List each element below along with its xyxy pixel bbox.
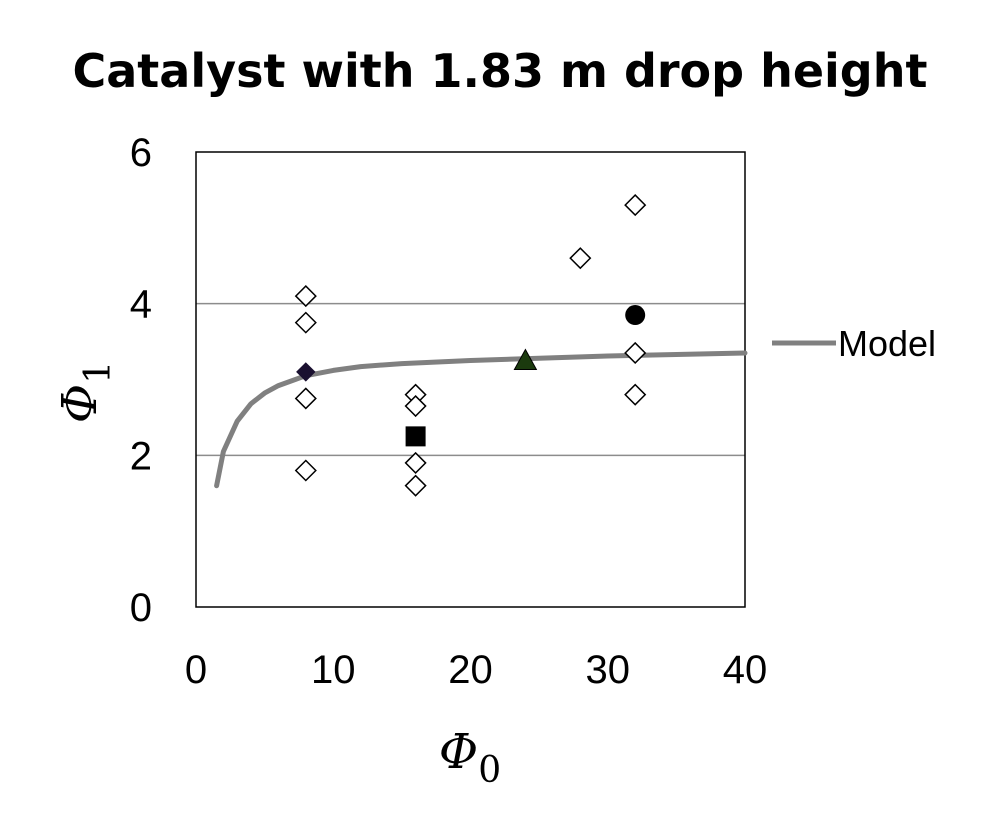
data-point-filled-triangle [513, 348, 538, 371]
data-point-filled-diamond [296, 362, 316, 382]
y-axis-label: Φ1 [52, 361, 119, 423]
chart-title: Catalyst with 1.83 m drop height [72, 44, 928, 98]
data-point-filled-circle [625, 305, 646, 326]
model-line [214, 350, 748, 489]
x-tick-label: 40 [723, 648, 768, 692]
data-point-open-diamond [624, 194, 647, 217]
y-tick-label: 6 [130, 131, 152, 175]
x-tick-label: 0 [185, 648, 207, 692]
x-axis-subscript: 0 [478, 750, 501, 791]
y-tick-label: 4 [130, 283, 152, 327]
x-tick-labels: 0 10 20 30 40 [185, 648, 767, 692]
data-point-open-diamond [294, 285, 317, 308]
y-tick-label: 0 [130, 586, 152, 630]
data-point-open-diamond [404, 394, 427, 418]
data-point-open-diamond [294, 311, 317, 334]
data-point-open-diamond [294, 387, 317, 410]
data-point-open-diamond [294, 459, 317, 482]
y-tick-labels: 0 2 4 6 [130, 131, 152, 630]
y-tick-label: 2 [130, 434, 152, 478]
y-axis-symbol: Φ [52, 384, 108, 423]
data-point-open-diamond [624, 383, 647, 406]
data-point-open-diamond [569, 247, 592, 270]
legend: Model [772, 323, 936, 364]
x-tick-label: 10 [311, 648, 356, 692]
x-tick-label: 30 [586, 648, 631, 692]
data-point-open-diamond [404, 451, 427, 474]
x-tick-label: 20 [448, 648, 493, 692]
gridlines [196, 302, 745, 457]
data-point-open-diamond [404, 474, 427, 497]
series-layer [214, 194, 748, 497]
legend-label-model: Model [838, 323, 936, 364]
data-point-open-diamond [624, 341, 647, 365]
x-axis-label: Φ0 [439, 724, 501, 791]
x-axis-symbol: Φ [439, 724, 478, 780]
data-point-filled-square [405, 426, 426, 447]
plot-area [195, 151, 746, 608]
y-axis-subscript: 1 [78, 361, 119, 384]
